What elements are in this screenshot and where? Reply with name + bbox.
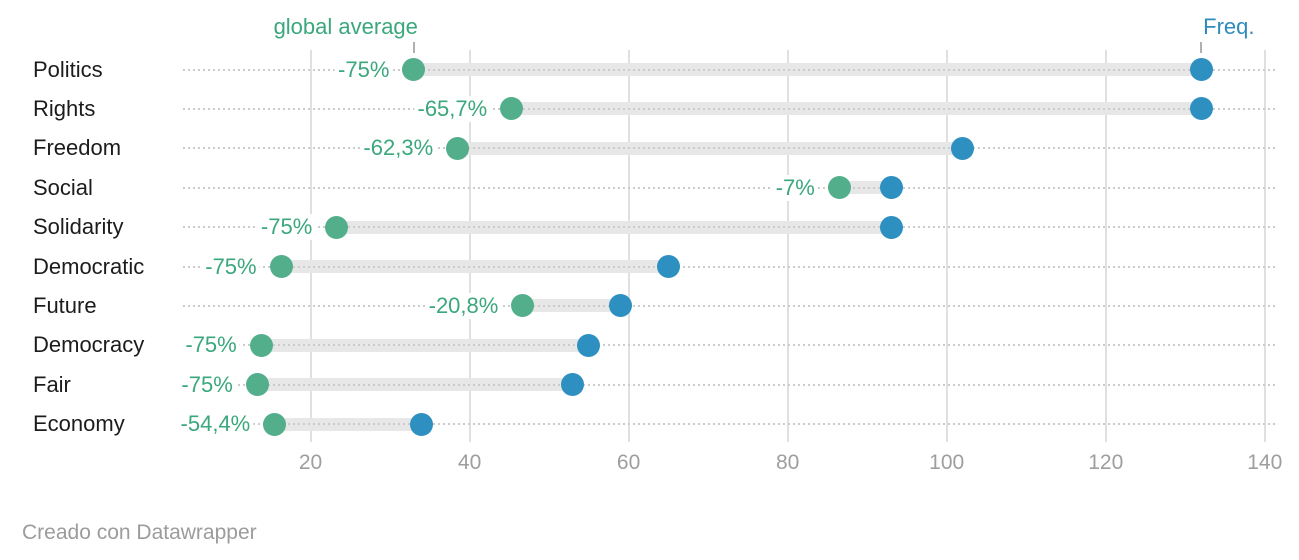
row-leader-dotted-line [183,344,1277,347]
row-leader-dotted-line [183,383,1277,386]
freq-dot[interactable] [561,373,585,397]
freq-dot[interactable] [1189,97,1213,121]
x-axis-tick-label: 80 [775,451,800,474]
change-percent-label: -62,3% [360,135,437,162]
change-percent-label: -75% [257,214,316,241]
change-percent-label: -54,4% [177,411,254,438]
category-label: Economy [33,411,125,437]
global-average-dot[interactable] [500,97,524,121]
row-leader-dotted-line [183,68,1277,71]
x-gridline [309,50,312,442]
global-average-dot[interactable] [511,294,535,318]
category-label: Rights [33,95,96,121]
x-axis-tick-label: 60 [616,451,641,474]
freq-pointer-tick [1200,42,1203,53]
freq-dot[interactable] [879,176,903,200]
global-average-annotation-label: global average [273,14,418,39]
change-percent-label: -7% [772,174,818,201]
freq-dot[interactable] [577,333,601,357]
global-average-dot[interactable] [446,136,470,160]
x-axis-tick-label: 40 [457,451,482,474]
category-label: Social [33,174,93,200]
category-label: Freedom [33,135,122,161]
row-leader-dotted-line [183,265,1277,268]
global-average-dot[interactable] [827,176,851,200]
change-percent-label: -65,7% [414,95,491,122]
global-average-dot[interactable] [325,215,349,239]
row-leader-dotted-line [183,186,1277,189]
global-average-dot[interactable] [402,58,426,81]
x-axis-tick-label: 20 [298,451,323,474]
freq-dot[interactable] [879,215,903,239]
freq-dot[interactable] [609,294,633,318]
change-percent-label: -75% [335,56,393,83]
change-percent-label: -20,8% [425,292,502,319]
x-gridline [1263,50,1266,442]
row-leader-dotted-line [183,107,1277,110]
change-percent-label: -75% [178,371,236,398]
category-label: Democracy [33,332,145,358]
row-leader-dotted-line [183,226,1277,229]
x-axis-tick-label: 140 [1247,451,1283,474]
global-average-pointer-tick [412,42,415,53]
global-average-dot[interactable] [269,255,293,278]
x-gridline [1104,50,1107,442]
row-leader-dotted-line [183,304,1277,307]
freq-dot[interactable] [410,412,434,436]
freq-dot[interactable] [1189,58,1213,81]
x-gridline [786,50,789,442]
category-label: Democratic [33,253,145,279]
category-label: Future [33,292,97,318]
freq-dot[interactable] [656,255,680,278]
x-gridline [945,50,948,442]
category-label: Politics [33,56,103,82]
global-average-dot[interactable] [263,412,287,436]
category-label: Solidarity [33,214,124,240]
category-label: Fair [33,371,71,397]
freq-dot[interactable] [951,136,975,160]
freq-annotation-label: Freq. [1203,14,1255,39]
row-leader-dotted-line [183,147,1277,150]
x-gridline [468,50,471,442]
global-average-dot[interactable] [245,373,269,397]
row-leader-dotted-line [183,423,1277,426]
x-axis-tick-label: 120 [1088,451,1124,474]
change-percent-label: -75% [182,332,240,359]
change-percent-label: -75% [202,253,260,280]
x-gridline [627,50,630,442]
x-axis-tick-label: 100 [929,451,965,474]
global-average-dot[interactable] [249,333,273,357]
datawrapper-credit-link[interactable]: Creado con Datawrapper [22,521,257,544]
